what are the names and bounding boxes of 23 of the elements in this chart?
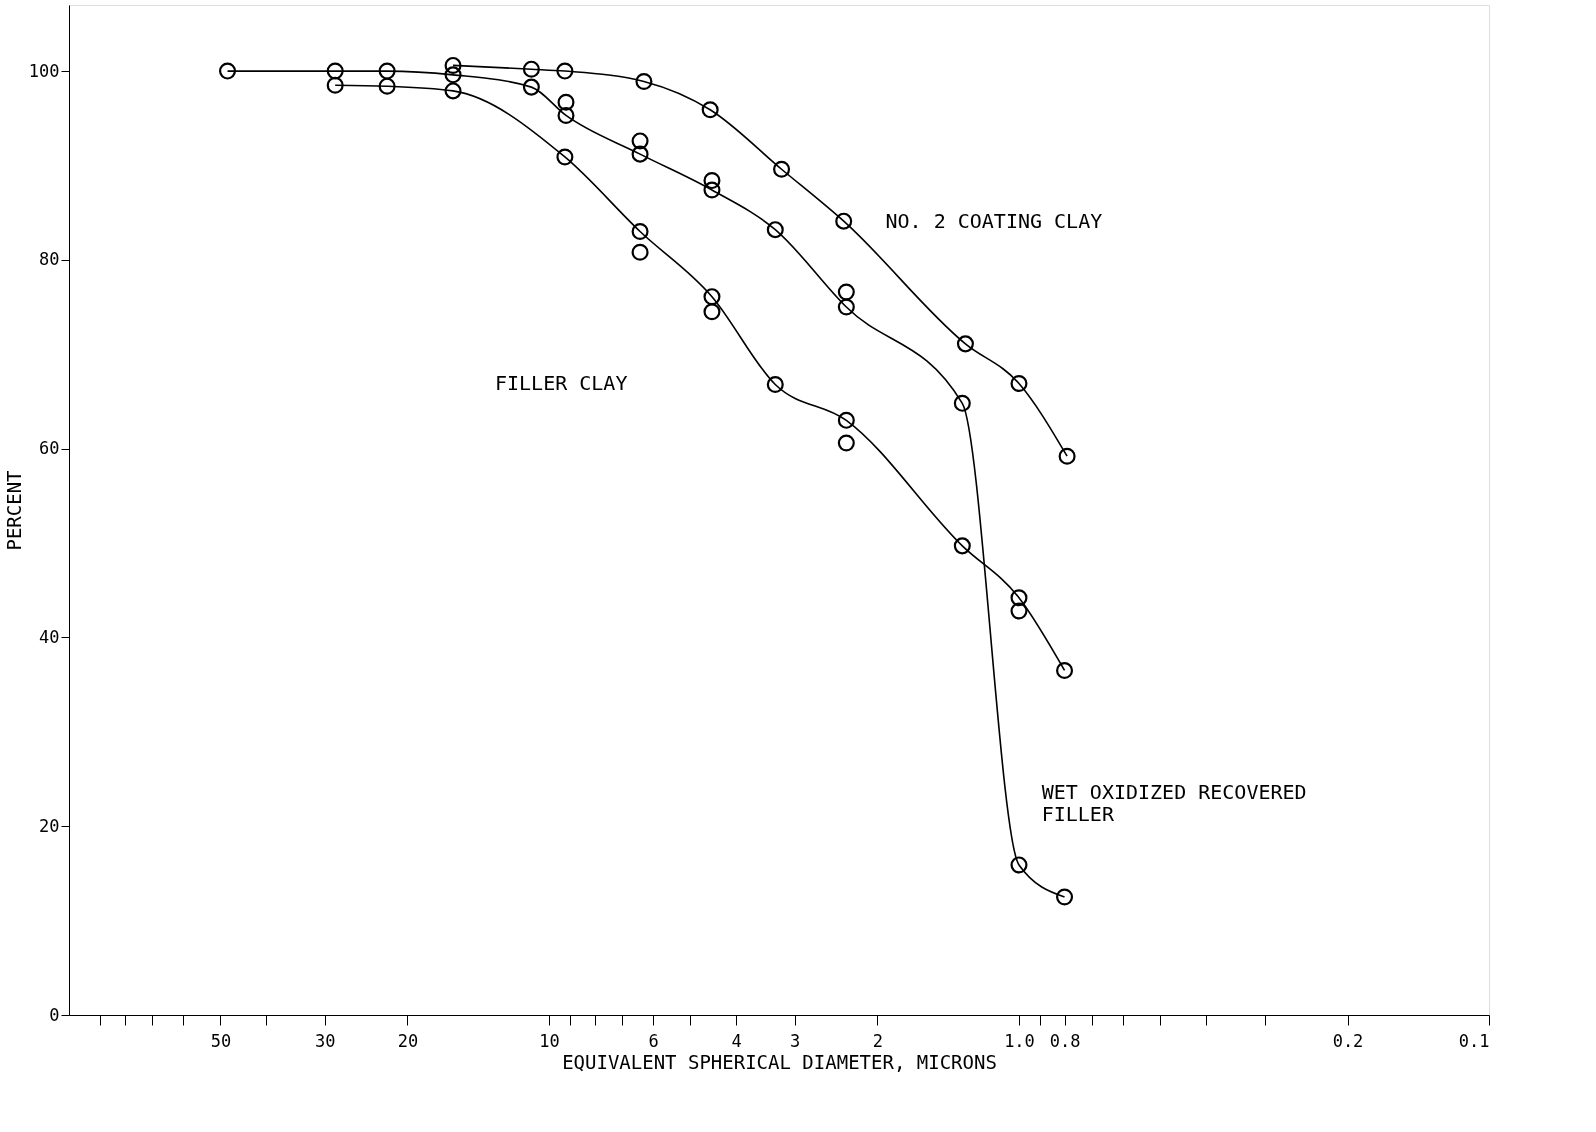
x-tick-label: 1.0 bbox=[1004, 1030, 1035, 1051]
x-tick-label: 50 bbox=[210, 1030, 232, 1051]
y-axis-title: PERCENT bbox=[2, 470, 25, 551]
x-tick-label: 0.2 bbox=[1332, 1030, 1364, 1051]
annotation: WET OXIDIZED RECOVERED FILLER bbox=[1041, 779, 1307, 826]
y-tick-label: 40 bbox=[39, 626, 60, 647]
x-tick-label: 6 bbox=[648, 1030, 659, 1051]
y-tick-label: 0 bbox=[49, 1004, 60, 1025]
y-tick-label: 20 bbox=[39, 815, 60, 836]
x-tick-label: 3 bbox=[790, 1030, 801, 1051]
x-tick-label: 10 bbox=[539, 1030, 560, 1051]
x-tick-label: 0.8 bbox=[1049, 1030, 1081, 1051]
annotation: NO. 2 COATING CLAY bbox=[885, 209, 1103, 234]
y-tick-label: 100 bbox=[28, 60, 60, 81]
x-tick-label: 4 bbox=[731, 1030, 742, 1051]
x-tick-label: 30 bbox=[314, 1030, 336, 1051]
x-tick-label: 0.1 bbox=[1458, 1030, 1490, 1051]
x-tick-label: 20 bbox=[397, 1030, 419, 1051]
x-axis-title: EQUIVALENT SPHERICAL DIAMETER, MICRONS bbox=[562, 1050, 997, 1073]
y-tick-label: 80 bbox=[39, 249, 60, 270]
annotation: FILLER CLAY bbox=[495, 370, 628, 395]
y-tick-label: 60 bbox=[39, 438, 60, 459]
x-tick-label: 2 bbox=[872, 1030, 884, 1051]
